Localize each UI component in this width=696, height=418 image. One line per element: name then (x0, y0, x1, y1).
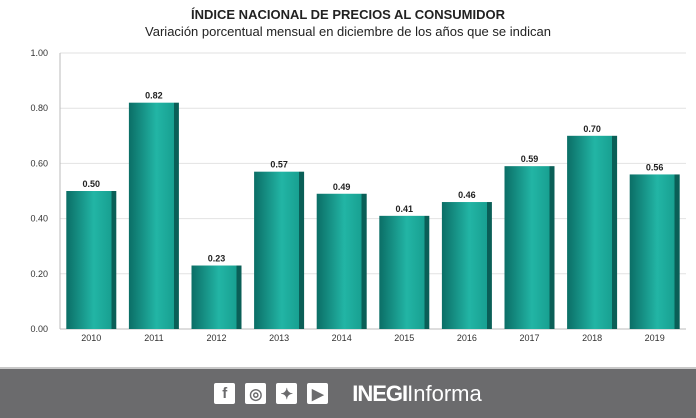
twitter-icon[interactable]: ✦ (276, 383, 298, 404)
y-tick-label: 0.40 (30, 214, 48, 224)
chart-title: ÍNDICE NACIONAL DE PRECIOS AL CONSUMIDOR (191, 7, 505, 22)
facebook-icon[interactable]: f (214, 383, 236, 404)
data-label: 0.70 (583, 124, 601, 134)
data-label: 0.50 (83, 179, 101, 189)
y-tick-label: 0.20 (30, 269, 48, 279)
x-tick-label: 2014 (332, 333, 352, 343)
brand-bold: INEGI (352, 380, 408, 406)
bar-2018 (567, 135, 618, 329)
y-tick-label: 0.60 (30, 158, 48, 168)
data-label: 0.57 (270, 160, 288, 170)
data-label: 0.56 (646, 162, 664, 172)
youtube-icon[interactable]: ▶ (307, 383, 329, 404)
chart-subtitle: Variación porcentual mensual en diciembr… (145, 24, 551, 39)
data-label: 0.59 (521, 154, 539, 164)
bar-2015 (379, 215, 430, 329)
x-tick-label: 2012 (206, 333, 226, 343)
bar-2012 (191, 265, 242, 329)
y-tick-label: 0.80 (30, 103, 48, 113)
x-tick-label: 2019 (645, 333, 665, 343)
bar-chart: 0.00 0.20 0.40 0.60 0.80 1.00 0.50 2010 0.82 2011… (30, 48, 686, 343)
y-tick-label: 0.00 (30, 324, 48, 334)
x-tick-label: 2013 (269, 333, 289, 343)
bar-2014 (316, 193, 367, 329)
x-tick-label: 2010 (81, 333, 101, 343)
bar-2010 (66, 191, 117, 329)
x-tick-label: 2011 (144, 333, 163, 343)
inegi-logo: INEGI Informa (352, 381, 482, 407)
data-label: 0.41 (396, 204, 414, 214)
y-tick-label: 1.00 (30, 48, 48, 58)
x-tick-label: 2015 (394, 333, 414, 343)
x-tick-label: 2018 (582, 333, 602, 343)
x-tick-label: 2016 (457, 333, 477, 343)
bar-2016 (441, 202, 492, 329)
data-label: 0.23 (208, 254, 226, 264)
bar-2011 (128, 102, 179, 330)
bar-2019 (629, 174, 680, 329)
x-tick-label: 2017 (519, 333, 539, 343)
data-label: 0.82 (145, 91, 163, 101)
brand-light: Informa (407, 380, 482, 406)
bar-2013 (254, 171, 305, 329)
bar-2017 (504, 166, 555, 329)
footer-bar: f ◎ ✦ ▶ INEGI Informa (0, 367, 696, 418)
instagram-icon[interactable]: ◎ (245, 383, 267, 404)
data-label: 0.46 (458, 190, 476, 200)
data-label: 0.49 (333, 182, 351, 192)
